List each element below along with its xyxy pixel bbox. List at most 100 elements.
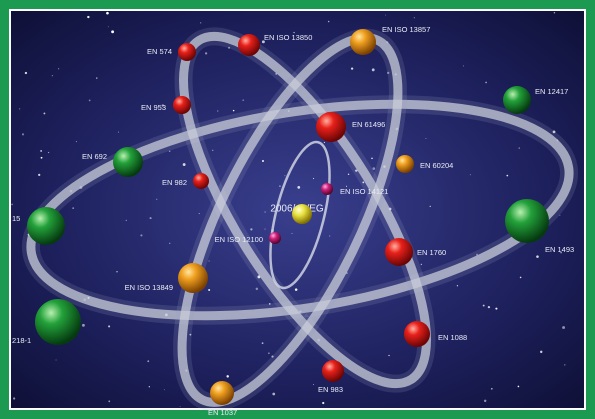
sphere (238, 34, 260, 56)
star (156, 199, 157, 200)
star (463, 65, 464, 66)
star (212, 150, 213, 151)
node-label: EN 1493 (545, 245, 574, 254)
star (48, 152, 49, 153)
node-label: EN 983 (318, 385, 343, 394)
star (536, 255, 539, 258)
star (388, 355, 389, 356)
star (430, 206, 431, 207)
star (38, 174, 40, 176)
sphere (35, 299, 81, 345)
node-label: EN ISO 13850 (264, 33, 312, 42)
star (262, 160, 264, 162)
node-label: EN ISO 13849 (125, 283, 173, 292)
star (372, 68, 375, 71)
star (199, 213, 200, 214)
sphere (210, 381, 234, 405)
node-label: EN ISO 12100 (215, 235, 263, 244)
star (43, 112, 45, 114)
star (265, 212, 266, 213)
star (150, 217, 152, 219)
star (485, 82, 487, 84)
star (233, 110, 234, 111)
illustration: 2006/42/EG EN 574 EN ISO 13850 EN ISO 13… (0, 0, 595, 419)
star (272, 393, 275, 396)
star (562, 326, 565, 329)
star (13, 397, 15, 399)
sphere (173, 96, 191, 114)
sphere (404, 321, 430, 347)
star (226, 375, 228, 377)
star (322, 402, 324, 404)
node-label: EN 60204 (420, 161, 453, 170)
node-label: EN 61496 (352, 120, 385, 129)
page: 2006/42/EG EN 574 EN ISO 13850 EN ISO 13… (0, 0, 595, 419)
star (265, 229, 266, 230)
star (209, 261, 210, 262)
star (520, 277, 522, 279)
star (140, 234, 142, 236)
star (285, 175, 286, 176)
star (564, 364, 565, 365)
star (488, 306, 490, 308)
star (149, 386, 150, 387)
star (313, 384, 314, 385)
star (82, 324, 85, 327)
star (200, 22, 201, 23)
star (268, 352, 270, 354)
star (169, 243, 170, 244)
star (329, 235, 330, 236)
star (518, 386, 520, 388)
sphere (322, 360, 344, 382)
star (116, 271, 117, 272)
star (540, 351, 542, 353)
star (295, 288, 298, 291)
star (324, 142, 325, 143)
star (118, 132, 119, 133)
star (519, 147, 520, 148)
star (108, 400, 110, 402)
star (554, 12, 555, 13)
star (421, 264, 422, 265)
star (348, 174, 349, 175)
star (385, 15, 386, 16)
node-label: EN 574 (147, 47, 172, 56)
star (147, 360, 149, 362)
star (96, 77, 97, 78)
star (11, 204, 13, 206)
star (180, 406, 181, 407)
sphere (396, 155, 414, 173)
sphere (505, 199, 549, 243)
sphere (178, 43, 196, 61)
star (291, 233, 292, 234)
star (52, 75, 53, 76)
node-label: EN 692 (82, 152, 107, 161)
sphere (27, 207, 65, 245)
star (58, 68, 59, 69)
star (242, 99, 244, 101)
sphere (178, 263, 208, 293)
star (40, 150, 42, 152)
star (22, 133, 24, 135)
star (126, 220, 127, 221)
star (484, 400, 486, 402)
node-label: EN 982 (162, 178, 187, 187)
star (76, 141, 77, 142)
star (250, 228, 252, 230)
node-label: EN 12417 (535, 87, 568, 96)
core-sphere (292, 204, 312, 224)
star (72, 207, 74, 209)
star (262, 342, 264, 344)
star (372, 167, 375, 170)
sphere (350, 29, 376, 55)
sphere (193, 173, 209, 189)
star (470, 174, 471, 175)
star (108, 325, 110, 327)
star (205, 52, 207, 54)
star (256, 288, 258, 290)
star (457, 285, 458, 286)
node-label: 218-1 (12, 336, 31, 345)
node-label: EN 1037 (208, 408, 237, 417)
star (279, 185, 281, 187)
star (208, 289, 210, 291)
